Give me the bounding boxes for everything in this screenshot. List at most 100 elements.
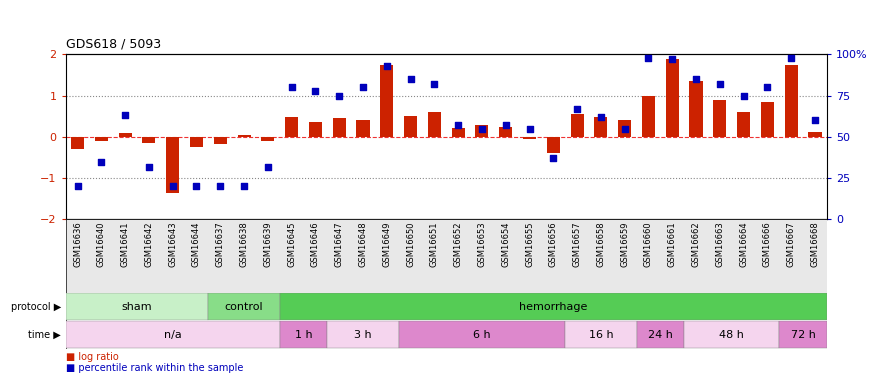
Bar	[166, 137, 179, 193]
Point	[356, 84, 370, 90]
Text: ■ log ratio: ■ log ratio	[66, 352, 118, 362]
Text: GSM16660: GSM16660	[644, 222, 653, 267]
Text: GSM16641: GSM16641	[121, 222, 130, 267]
Text: GSM16643: GSM16643	[168, 222, 177, 267]
Bar	[237, 135, 250, 137]
Bar	[280, 321, 327, 348]
Point	[665, 56, 679, 62]
Bar	[737, 112, 750, 137]
Text: control: control	[225, 302, 263, 312]
Bar	[190, 137, 203, 147]
Bar	[808, 132, 822, 137]
Bar	[618, 120, 631, 137]
Bar	[285, 117, 298, 137]
Text: GSM16639: GSM16639	[263, 222, 272, 267]
Bar	[332, 118, 346, 137]
Text: GSM16661: GSM16661	[668, 222, 676, 267]
Point	[713, 81, 727, 87]
Bar	[262, 137, 275, 141]
Bar	[143, 137, 156, 143]
Bar	[399, 321, 565, 348]
Text: GSM16652: GSM16652	[453, 222, 463, 267]
Bar	[684, 321, 780, 348]
Text: GSM16648: GSM16648	[359, 222, 368, 267]
Point	[522, 126, 536, 132]
Bar	[690, 81, 703, 137]
Text: protocol ▶: protocol ▶	[11, 302, 61, 312]
Text: GSM16657: GSM16657	[572, 222, 582, 267]
Text: GSM16667: GSM16667	[787, 222, 795, 267]
Text: GSM16650: GSM16650	[406, 222, 415, 267]
Text: 48 h: 48 h	[719, 330, 744, 340]
Point	[689, 76, 703, 82]
Text: GSM16636: GSM16636	[73, 222, 82, 267]
Point	[284, 84, 298, 90]
Text: GDS618 / 5093: GDS618 / 5093	[66, 38, 161, 51]
Bar	[594, 117, 607, 137]
Bar	[637, 321, 684, 348]
Bar	[780, 321, 827, 348]
Bar	[214, 137, 227, 144]
Text: ■ percentile rank within the sample: ■ percentile rank within the sample	[66, 363, 243, 373]
Bar	[280, 293, 827, 320]
Bar	[666, 58, 679, 137]
Point	[237, 183, 251, 189]
Bar	[428, 112, 441, 137]
Bar	[356, 120, 369, 137]
Text: GSM16649: GSM16649	[382, 222, 391, 267]
Point	[784, 55, 798, 61]
Point	[737, 93, 751, 99]
Bar	[381, 64, 394, 137]
Point	[427, 81, 441, 87]
Bar	[66, 293, 208, 320]
Text: GSM16637: GSM16637	[216, 222, 225, 267]
Text: GSM16644: GSM16644	[192, 222, 201, 267]
Bar	[475, 125, 488, 137]
Point	[570, 106, 584, 112]
Bar	[642, 96, 655, 137]
Point	[760, 84, 774, 90]
Text: GSM16658: GSM16658	[597, 222, 605, 267]
Text: GSM16653: GSM16653	[478, 222, 487, 267]
Point	[475, 126, 489, 132]
Text: GSM16642: GSM16642	[144, 222, 153, 267]
Point	[94, 159, 108, 165]
Point	[261, 164, 275, 170]
Point	[641, 55, 655, 61]
Point	[214, 183, 228, 189]
Point	[546, 155, 560, 161]
Bar	[785, 64, 798, 137]
Point	[808, 117, 822, 123]
Point	[594, 114, 608, 120]
Bar	[404, 116, 417, 137]
Point	[452, 122, 466, 128]
Text: GSM16659: GSM16659	[620, 222, 629, 267]
Text: GSM16662: GSM16662	[691, 222, 701, 267]
Bar	[713, 100, 726, 137]
Bar	[66, 321, 280, 348]
Point	[403, 76, 417, 82]
Text: n/a: n/a	[164, 330, 181, 340]
Text: 72 h: 72 h	[791, 330, 816, 340]
Bar	[452, 128, 465, 137]
Bar	[547, 137, 560, 153]
Text: 6 h: 6 h	[473, 330, 491, 340]
Text: GSM16640: GSM16640	[97, 222, 106, 267]
Text: GSM16663: GSM16663	[716, 222, 724, 267]
Bar	[327, 321, 399, 348]
Bar	[94, 137, 108, 141]
Bar	[523, 137, 536, 139]
Text: GSM16656: GSM16656	[549, 222, 557, 267]
Bar	[118, 133, 131, 137]
Text: 24 h: 24 h	[648, 330, 673, 340]
Bar	[499, 127, 512, 137]
Text: GSM16668: GSM16668	[810, 222, 820, 267]
Text: GSM16638: GSM16638	[240, 222, 248, 267]
Text: 3 h: 3 h	[354, 330, 372, 340]
Text: 16 h: 16 h	[589, 330, 613, 340]
Point	[118, 112, 132, 118]
Point	[618, 126, 632, 132]
Text: GSM16645: GSM16645	[287, 222, 296, 267]
Text: GSM16654: GSM16654	[501, 222, 510, 267]
Point	[190, 183, 204, 189]
